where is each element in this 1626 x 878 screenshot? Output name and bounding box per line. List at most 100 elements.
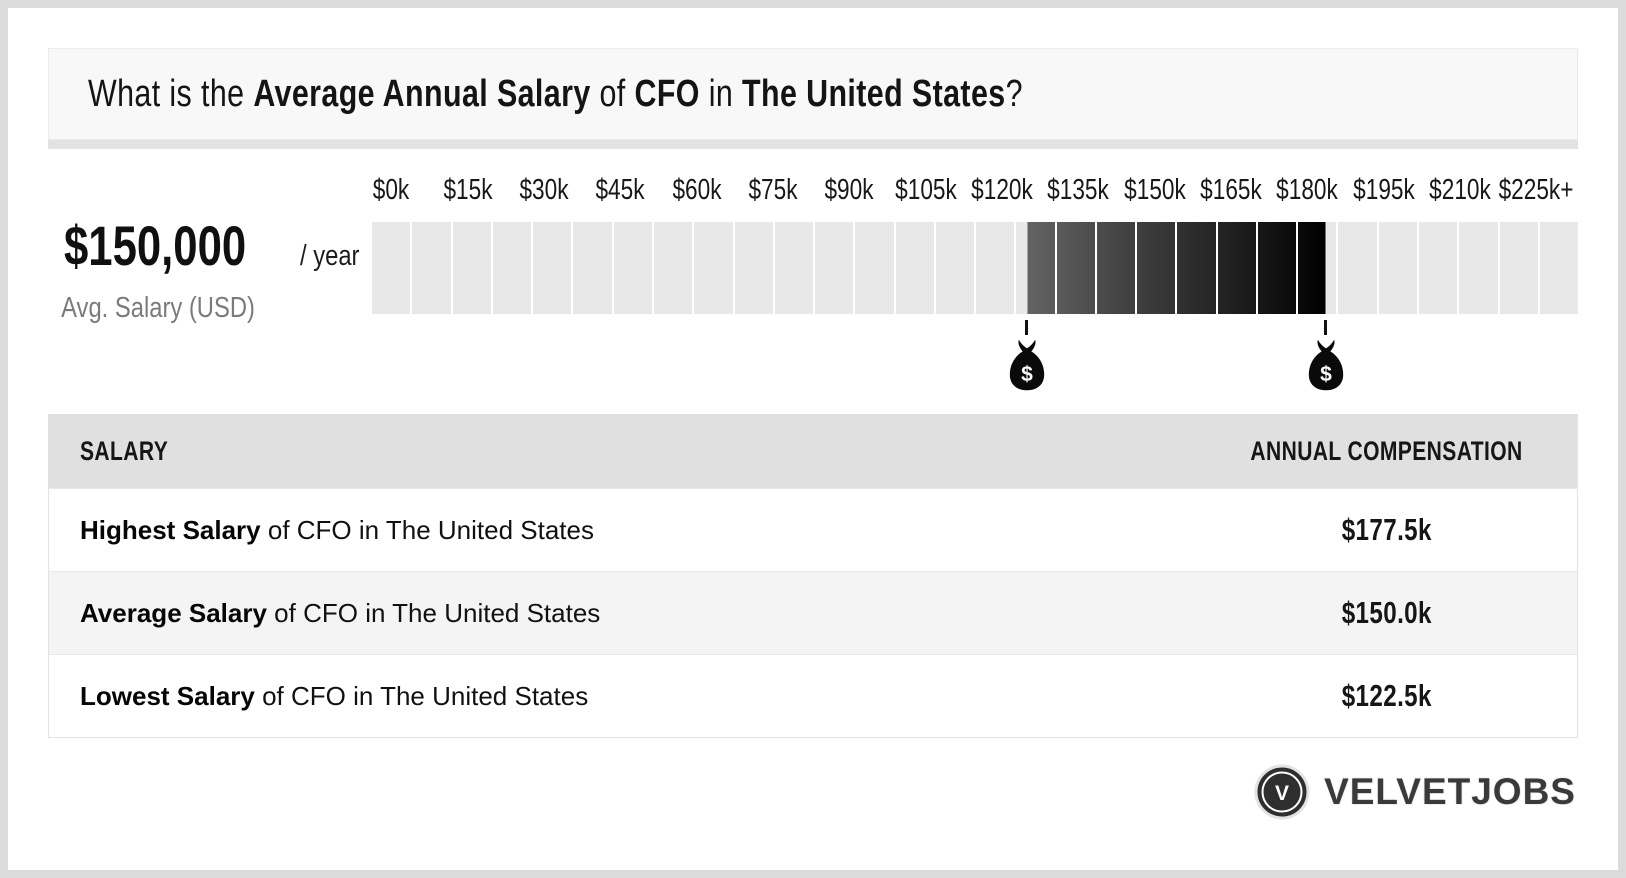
question-bold-part: The United States xyxy=(742,72,1006,115)
axis-tick-label: $60k xyxy=(672,174,722,206)
infographic-card: What is the Average Annual Salary of CFO… xyxy=(8,8,1618,870)
table-row-lowest: Lowest Salary of CFO in The United State… xyxy=(49,654,1577,737)
svg-text:$: $ xyxy=(1021,363,1033,386)
gauge-segment xyxy=(1539,222,1579,314)
svg-text:$: $ xyxy=(1320,363,1332,386)
axis-tick-labels: $0k $15k $30k $45k $60k $75k $90k $105k $120k $13… xyxy=(372,174,1578,206)
question-box: What is the Average Annual Salary of CFO… xyxy=(48,48,1578,140)
axis-tick-label: $120k xyxy=(971,174,1033,206)
row-label: Average Salary of CFO in The United Stat… xyxy=(49,598,1197,629)
gauge-segment xyxy=(1298,222,1337,314)
row-label: Highest Salary of CFO in The United Stat… xyxy=(49,515,1197,546)
gauge-segment xyxy=(1419,222,1458,314)
gauge-segment xyxy=(1137,222,1176,314)
money-bag-icon: $ xyxy=(1009,339,1045,391)
salary-scale: $0k $15k $30k $45k $60k $75k $90k $105k $120k $13… xyxy=(372,174,1579,398)
row-label-rest: of CFO in The United States xyxy=(254,680,589,711)
gauge-segment xyxy=(694,222,733,314)
gauge-segment xyxy=(653,222,693,314)
table-header-row: SALARY ANNUAL COMPENSATION xyxy=(49,414,1577,488)
avg-salary-caption: Avg. Salary (USD) xyxy=(61,292,255,324)
axis-tick-label: $75k xyxy=(748,174,798,206)
page-title: What is the Average Annual Salary of CFO… xyxy=(88,73,1023,116)
lowest-salary-value: $122.5k xyxy=(1341,678,1433,713)
gauge-segment xyxy=(492,222,532,314)
question-part: in xyxy=(699,72,743,115)
axis-tick-label: $15k xyxy=(443,174,493,206)
axis-tick-label: $165k xyxy=(1200,174,1262,206)
money-bag-icon: $ xyxy=(1308,339,1344,391)
salary-table: SALARY ANNUAL COMPENSATION Highest Salar… xyxy=(48,414,1578,738)
row-label-bold: Average Salary xyxy=(80,597,267,628)
highest-salary-marker: $ xyxy=(1305,320,1347,391)
highest-salary-value: $177.5k xyxy=(1341,512,1433,547)
axis-tick-label: $225k+ xyxy=(1498,174,1574,206)
lowest-salary-marker: $ xyxy=(1006,320,1048,391)
gauge-segment xyxy=(613,222,652,314)
brand-footer: V VELVETJOBS xyxy=(8,764,1576,820)
salary-column-header: SALARY xyxy=(49,436,1197,467)
marker-dash xyxy=(1324,320,1328,335)
gauge-segment xyxy=(815,222,854,314)
marker-dash xyxy=(1025,320,1029,335)
gauge-segment xyxy=(412,222,451,314)
gauge-segment xyxy=(1338,222,1377,314)
gauge-segment xyxy=(1499,222,1538,314)
avg-salary-stat: $150,000 / year Avg. Salary (USD) xyxy=(48,174,372,398)
question-bold-part: Average Annual Salary xyxy=(253,72,591,115)
gauge-segment xyxy=(734,222,773,314)
row-label-bold: Lowest Salary xyxy=(80,680,255,711)
gauge-segment xyxy=(976,222,1015,314)
average-salary-value: $150.0k xyxy=(1341,595,1433,630)
row-label-rest: of CFO in The United States xyxy=(266,597,601,628)
table-row-average: Average Salary of CFO in The United Stat… xyxy=(49,571,1577,654)
salary-range-bar xyxy=(372,222,1579,314)
gauge-segment xyxy=(935,222,975,314)
question-bold-part: CFO xyxy=(634,72,700,115)
gauge-segment xyxy=(1016,222,1055,314)
gauge-segment xyxy=(452,222,491,314)
table-row-highest: Highest Salary of CFO in The United Stat… xyxy=(49,488,1577,571)
axis-tick-label: $180k xyxy=(1276,174,1339,206)
gauge-segment xyxy=(774,222,814,314)
brand-name: VELVETJOBS xyxy=(1324,771,1576,812)
gauge-segment xyxy=(533,222,572,314)
question-part: ? xyxy=(1005,72,1023,115)
avg-salary-value: $150,000 xyxy=(64,214,247,277)
row-label: Lowest Salary of CFO in The United State… xyxy=(49,681,1197,712)
row-value: $177.5k xyxy=(1197,512,1577,548)
question-part: What is the xyxy=(88,72,254,115)
salary-header-label: SALARY xyxy=(80,435,169,466)
avg-salary-period: / year xyxy=(299,240,360,272)
row-label-rest: of CFO in The United States xyxy=(260,514,594,545)
compensation-column-header: ANNUAL COMPENSATION xyxy=(1197,436,1577,467)
axis-tick-label: $135k xyxy=(1047,174,1110,206)
axis-tick-label: $150k xyxy=(1123,174,1186,206)
axis-tick-label: $0k xyxy=(373,174,410,206)
row-label-bold: Highest Salary xyxy=(80,514,261,545)
velvetjobs-logo-icon: V xyxy=(1254,764,1310,820)
gauge-segment xyxy=(1096,222,1136,314)
gauge-segment xyxy=(1177,222,1216,314)
gauge-segment xyxy=(1056,222,1095,314)
gauge-segment xyxy=(1459,222,1498,314)
row-value: $122.5k xyxy=(1197,678,1577,714)
salary-gauge-chart: $150,000 / year Avg. Salary (USD) $0k $15k… xyxy=(48,174,1579,398)
svg-text:V: V xyxy=(1275,782,1289,805)
row-value: $150.0k xyxy=(1197,595,1577,631)
range-markers: $ $ xyxy=(372,320,1578,398)
axis-tick-label: $210k xyxy=(1429,174,1491,206)
axis-tick-label: $45k xyxy=(595,174,645,206)
gauge-segment xyxy=(573,222,612,314)
gauge-segment xyxy=(855,222,894,314)
gauge-segment xyxy=(1257,222,1297,314)
gauge-segment xyxy=(1378,222,1418,314)
axis-tick-label: $90k xyxy=(824,174,874,206)
axis-tick-label: $105k xyxy=(894,174,957,206)
gauge-segment xyxy=(1217,222,1256,314)
compensation-header-label: ANNUAL COMPENSATION xyxy=(1250,435,1524,466)
question-part: of xyxy=(590,72,635,115)
gauge-segment xyxy=(895,222,934,314)
gauge-segment xyxy=(372,222,411,314)
axis-tick-label: $195k xyxy=(1352,174,1415,206)
